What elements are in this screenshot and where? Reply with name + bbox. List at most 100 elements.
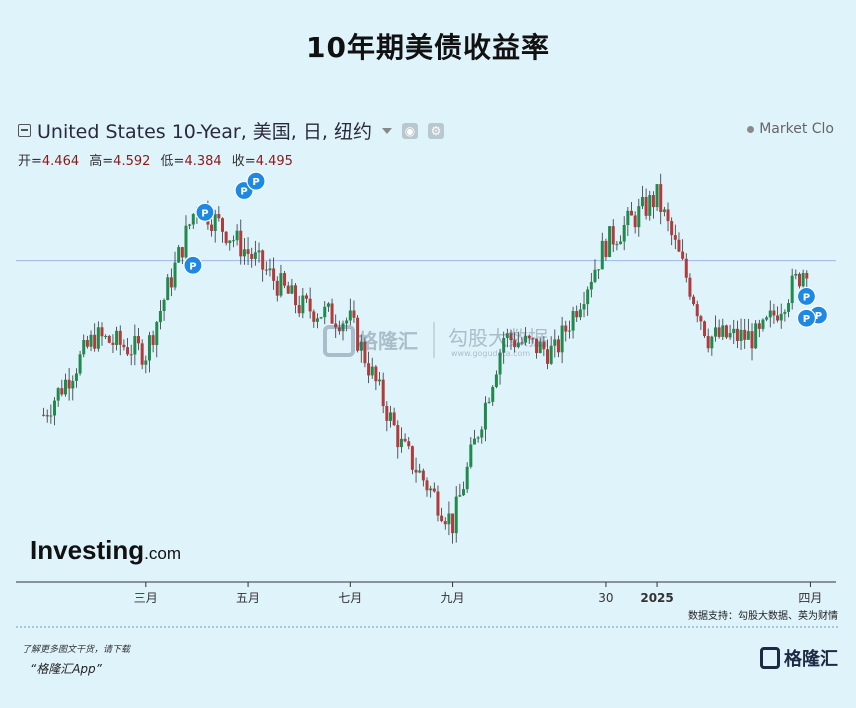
- candle-body: [513, 340, 517, 348]
- p-marker[interactable]: [796, 286, 817, 307]
- ohlc-close-label: 收=: [231, 154, 256, 169]
- candle-body: [787, 303, 791, 312]
- candle-body: [294, 285, 298, 306]
- candle-body: [527, 335, 531, 339]
- candle-body: [191, 213, 195, 225]
- candle-body: [443, 521, 447, 525]
- candle-body: [169, 277, 173, 288]
- gear-icon[interactable]: ⚙: [427, 122, 444, 139]
- candle-body: [93, 334, 97, 349]
- watermark-gogudata: 勾股大数据: [448, 326, 548, 350]
- candle-body: [345, 320, 349, 324]
- candle-body: [407, 441, 411, 447]
- candle-body: [144, 360, 148, 365]
- candle-body: [692, 296, 696, 305]
- candle-body: [363, 341, 367, 364]
- ohlc-readout: 开=4.464 高=4.592 低=4.384 收=4.495: [18, 150, 299, 169]
- candle-body: [465, 466, 469, 490]
- candle-body: [82, 339, 86, 355]
- candle-body: [619, 241, 623, 245]
- watermark-gelonghui: 格隆汇: [358, 329, 418, 353]
- candle-body: [429, 488, 433, 491]
- candle-body: [385, 406, 389, 421]
- candle-body: [706, 335, 710, 349]
- candle-body: [776, 315, 780, 321]
- candle-body: [487, 401, 491, 403]
- candle-body: [122, 344, 126, 348]
- x-tick-label: 七月: [338, 591, 362, 605]
- candle-body: [538, 341, 542, 353]
- candle-body: [418, 470, 422, 473]
- p-marker-label: P: [815, 311, 822, 322]
- candle-body: [337, 327, 341, 332]
- candle-body: [699, 316, 703, 322]
- p-marker-label: P: [201, 208, 208, 219]
- candle-body: [622, 224, 626, 242]
- candle-body: [454, 496, 458, 534]
- candle-body: [107, 335, 111, 343]
- candle-body: [370, 366, 374, 376]
- candle-body: [166, 277, 170, 300]
- candle-body: [688, 277, 692, 297]
- candle-body: [655, 184, 659, 208]
- candle-body: [797, 273, 801, 287]
- candle-body: [469, 444, 473, 467]
- candle-body: [556, 339, 560, 353]
- candle-body: [286, 285, 290, 294]
- candle-body: [648, 195, 652, 216]
- p-marker-label: P: [252, 177, 259, 188]
- candle-body: [728, 333, 732, 338]
- candle-body: [794, 273, 798, 276]
- candle-body: [425, 480, 429, 491]
- candle-body: [45, 415, 49, 417]
- candle-body: [717, 327, 721, 337]
- candle-body: [695, 304, 699, 317]
- p-marker[interactable]: [183, 255, 203, 275]
- candle-body: [531, 338, 535, 340]
- candle-body: [783, 311, 787, 314]
- candle-body: [597, 269, 601, 271]
- candle-body: [743, 329, 747, 340]
- candle-body: [224, 231, 228, 244]
- p-marker[interactable]: [796, 308, 817, 328]
- candle-body: [524, 335, 528, 343]
- candle-body: [432, 488, 436, 492]
- gelonghui-logo-icon: [760, 647, 780, 669]
- candle-body: [356, 317, 360, 351]
- candle-body: [491, 386, 495, 402]
- candle-body: [111, 342, 115, 345]
- candle-body: [571, 311, 575, 331]
- instrument-label: United States 10-Year, 美国, 日, 纽约: [37, 121, 372, 143]
- candle-body: [147, 335, 151, 361]
- candle-body: [779, 313, 783, 321]
- eye-icon[interactable]: ◉: [401, 122, 418, 139]
- candle-body: [761, 319, 765, 329]
- candle-body: [651, 195, 655, 208]
- candle-body: [388, 412, 392, 421]
- candle-body: [63, 379, 67, 395]
- candle-body: [633, 215, 637, 228]
- candle-body: [378, 379, 382, 382]
- candle-body: [502, 338, 506, 353]
- ohlc-low-value: 4.384: [184, 154, 222, 169]
- candle-body: [553, 339, 557, 346]
- p-marker[interactable]: [246, 171, 266, 191]
- candle-body: [710, 336, 714, 349]
- x-tick-label: 五月: [236, 591, 260, 605]
- candle-body: [589, 281, 593, 290]
- collapse-icon[interactable]: [18, 124, 31, 137]
- candle-body: [297, 305, 301, 314]
- candle-body: [85, 339, 89, 347]
- candle-body: [173, 262, 177, 288]
- candle-body: [414, 469, 418, 473]
- candle-body: [451, 513, 455, 534]
- candle-body: [326, 303, 330, 307]
- candle-body: [155, 322, 159, 345]
- chevron-down-icon[interactable]: [381, 127, 392, 134]
- candle-body: [440, 515, 444, 522]
- candle-body: [290, 285, 294, 294]
- candle-body: [246, 249, 250, 254]
- p-marker[interactable]: [195, 202, 215, 222]
- candle-body: [509, 333, 513, 341]
